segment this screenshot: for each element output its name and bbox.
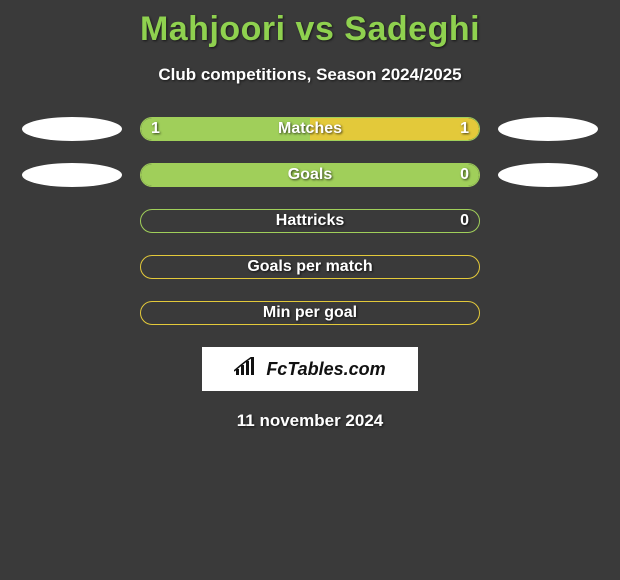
player-left-marker <box>22 117 122 141</box>
player-right-marker <box>498 163 598 187</box>
comparison-chart: 1 1 Matches 0 Goals 0 Hattricks Goals per match… <box>0 117 620 325</box>
stat-row: Goals per match <box>0 255 620 279</box>
stat-label: Min per goal <box>263 304 357 322</box>
branding-badge: FcTables.com <box>202 347 418 391</box>
stat-value-right: 0 <box>460 212 469 230</box>
stat-bar: 0 Hattricks <box>140 209 480 233</box>
stat-bar: 0 Goals <box>140 163 480 187</box>
stat-value-right: 0 <box>460 166 469 184</box>
stat-row: 0 Goals <box>0 163 620 187</box>
bar-chart-icon <box>234 357 260 382</box>
page-title: Mahjoori vs Sadeghi <box>0 0 620 49</box>
stat-bar: Min per goal <box>140 301 480 325</box>
stat-label: Goals <box>288 166 332 184</box>
player-left-marker <box>22 163 122 187</box>
stat-row: Min per goal <box>0 301 620 325</box>
stat-bar: Goals per match <box>140 255 480 279</box>
stat-row: 0 Hattricks <box>0 209 620 233</box>
subtitle: Club competitions, Season 2024/2025 <box>0 65 620 85</box>
stat-row: 1 1 Matches <box>0 117 620 141</box>
footer-date: 11 november 2024 <box>0 411 620 431</box>
stat-label: Matches <box>278 120 342 138</box>
stat-bar: 1 1 Matches <box>140 117 480 141</box>
stat-value-left: 1 <box>151 120 160 138</box>
stat-label: Goals per match <box>247 258 372 276</box>
player-right-marker <box>498 117 598 141</box>
stat-label: Hattricks <box>276 212 344 230</box>
stat-value-right: 1 <box>460 120 469 138</box>
branding-text: FcTables.com <box>266 359 385 380</box>
